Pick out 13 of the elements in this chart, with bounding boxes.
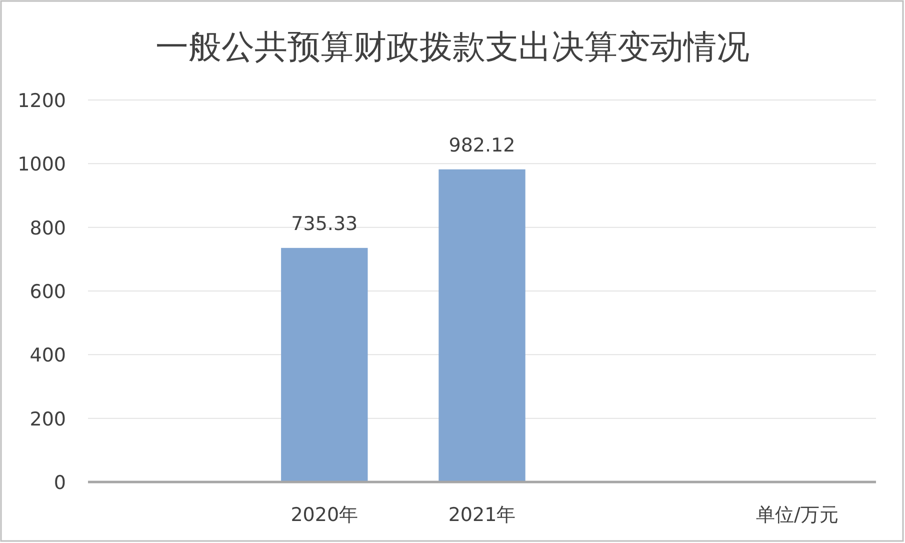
data-label: 735.33: [291, 212, 358, 235]
y-tick-label: 200: [30, 408, 66, 430]
y-tick-label: 800: [30, 217, 66, 240]
chart-title: 一般公共预算财政拨款支出决算变动情况: [156, 27, 750, 66]
x-tick-label: 单位/万元: [756, 504, 838, 526]
y-tick-label: 0: [54, 472, 66, 494]
x-tick-label: 2020年: [290, 504, 358, 526]
y-tick-label: 1200: [18, 90, 66, 112]
y-tick-label: 400: [30, 344, 66, 367]
y-tick-label: 1000: [18, 154, 66, 176]
y-tick-label: 600: [30, 281, 66, 303]
x-tick-label: 2021年: [448, 504, 516, 526]
data-label: 982.12: [448, 134, 516, 156]
